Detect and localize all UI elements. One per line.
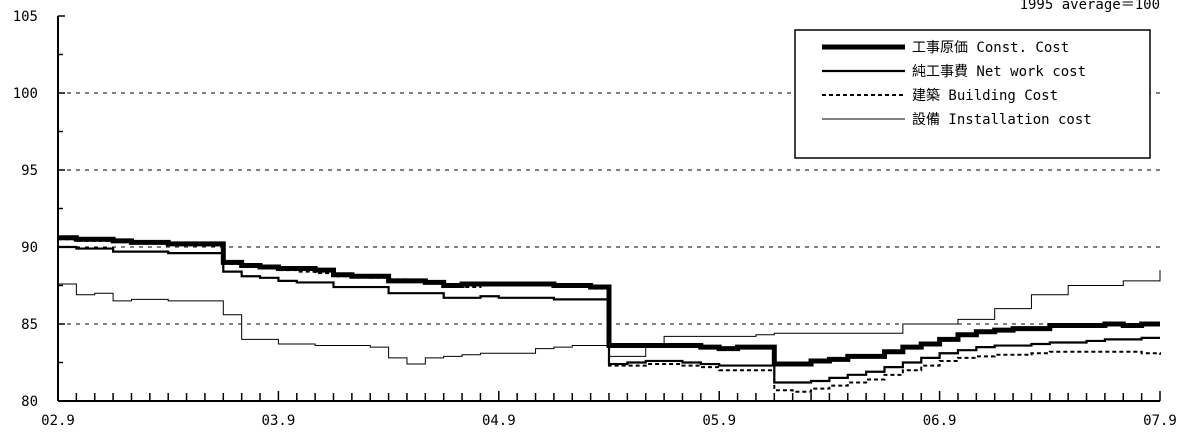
x-tick-label: 06.9	[923, 413, 957, 429]
y-tick-label: 100	[13, 86, 38, 102]
x-tick-label: 07.9	[1143, 413, 1177, 429]
series-line-installation-cost	[58, 270, 1161, 365]
axes	[57, 15, 1161, 402]
legend-label-net-work-cost: 純工事費 Net work cost	[912, 64, 1086, 80]
x-tick-label: 03.9	[262, 413, 296, 429]
x-tick-label: 04.9	[482, 413, 516, 429]
legend: 工事原価 Const. Cost 純工事費 Net work cost 建築 Bui…	[794, 29, 1151, 159]
index-base-note: 1995 average＝100	[1020, 0, 1160, 13]
legend-box	[794, 29, 1151, 159]
y-tick-labels: 105 100 95 90 85 80	[13, 9, 38, 410]
series-line-building-cost	[58, 238, 1161, 393]
y-tick-label: 95	[21, 163, 38, 179]
legend-label-const-cost: 工事原価 Const. Cost	[912, 40, 1069, 56]
legend-label-building-cost: 建築 Building Cost	[912, 88, 1058, 104]
y-tick-label: 85	[21, 317, 38, 333]
y-tick-label: 90	[21, 240, 38, 256]
x-tick-labels: 02.9 03.9 04.9 05.9 06.9 07.9	[41, 413, 1177, 429]
series-line-const-cost	[58, 235, 1160, 367]
series-line-net-work-cost	[58, 245, 1160, 384]
legend-label-installation-cost: 設備 Installation cost	[912, 112, 1092, 128]
y-tick-label: 80	[21, 394, 38, 410]
series-lines	[58, 235, 1161, 393]
x-tick-label: 02.9	[41, 413, 75, 429]
y-tick-label: 105	[13, 9, 38, 25]
x-tick-label: 05.9	[702, 413, 736, 429]
